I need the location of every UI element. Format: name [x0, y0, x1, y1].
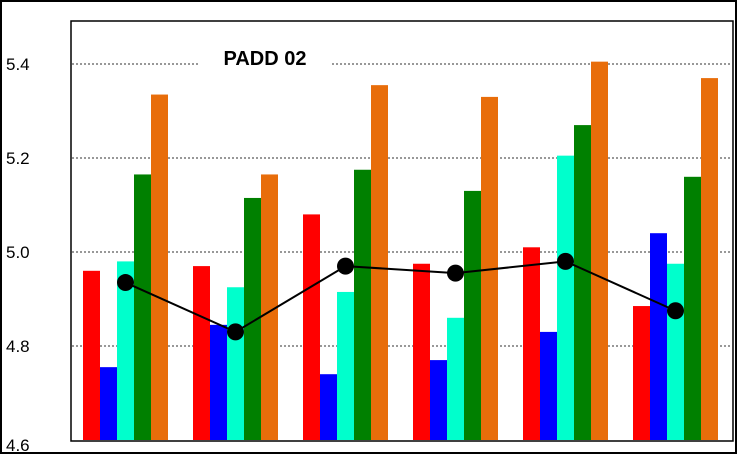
line-point: [667, 302, 684, 320]
bar: [540, 331, 557, 440]
y-tick-label: 5.2: [6, 149, 30, 168]
bar: [557, 155, 574, 440]
bar: [447, 317, 464, 440]
plot-area-border: [70, 20, 734, 442]
bar: [701, 78, 718, 440]
bar: [481, 96, 498, 441]
bar: [193, 266, 210, 440]
bar: [244, 197, 261, 440]
bar: [430, 360, 447, 440]
line-point: [117, 274, 134, 292]
title-background: [200, 38, 330, 76]
bar: [100, 367, 117, 440]
bar: [117, 261, 134, 440]
y-tick-label: 5.4: [6, 55, 30, 74]
line-point: [227, 323, 244, 341]
chart-title: PADD 02: [224, 48, 307, 70]
bar: [134, 174, 151, 440]
y-tick-label: 4.8: [6, 337, 30, 356]
bar: [650, 233, 667, 440]
grid-lines: [72, 63, 732, 347]
bar: [354, 169, 371, 440]
bar: [523, 247, 540, 440]
bar: [684, 176, 701, 441]
bar: [633, 306, 650, 440]
bar: [303, 214, 320, 440]
bar: [337, 291, 354, 440]
bar: [210, 324, 227, 440]
bars: [83, 61, 718, 441]
y-axis: 4.6 4.8 5.0 5.2 5.4: [6, 55, 30, 454]
bar: [371, 85, 388, 441]
bar: [227, 287, 244, 440]
bar: [413, 263, 430, 440]
average-line-series: [117, 252, 684, 341]
bar: [591, 61, 608, 441]
y-tick-label: 5.0: [6, 243, 30, 262]
y-tick-label: 4.6: [6, 436, 30, 454]
bar: [667, 263, 684, 440]
bar: [574, 125, 591, 440]
bar: [464, 190, 481, 440]
bar: [83, 270, 100, 440]
bar: [320, 374, 337, 440]
bar: [151, 94, 168, 441]
line-point: [337, 257, 354, 275]
line-point: [447, 264, 464, 282]
line-point: [557, 252, 574, 270]
bar: [261, 174, 278, 440]
line-path: [125, 260, 676, 334]
